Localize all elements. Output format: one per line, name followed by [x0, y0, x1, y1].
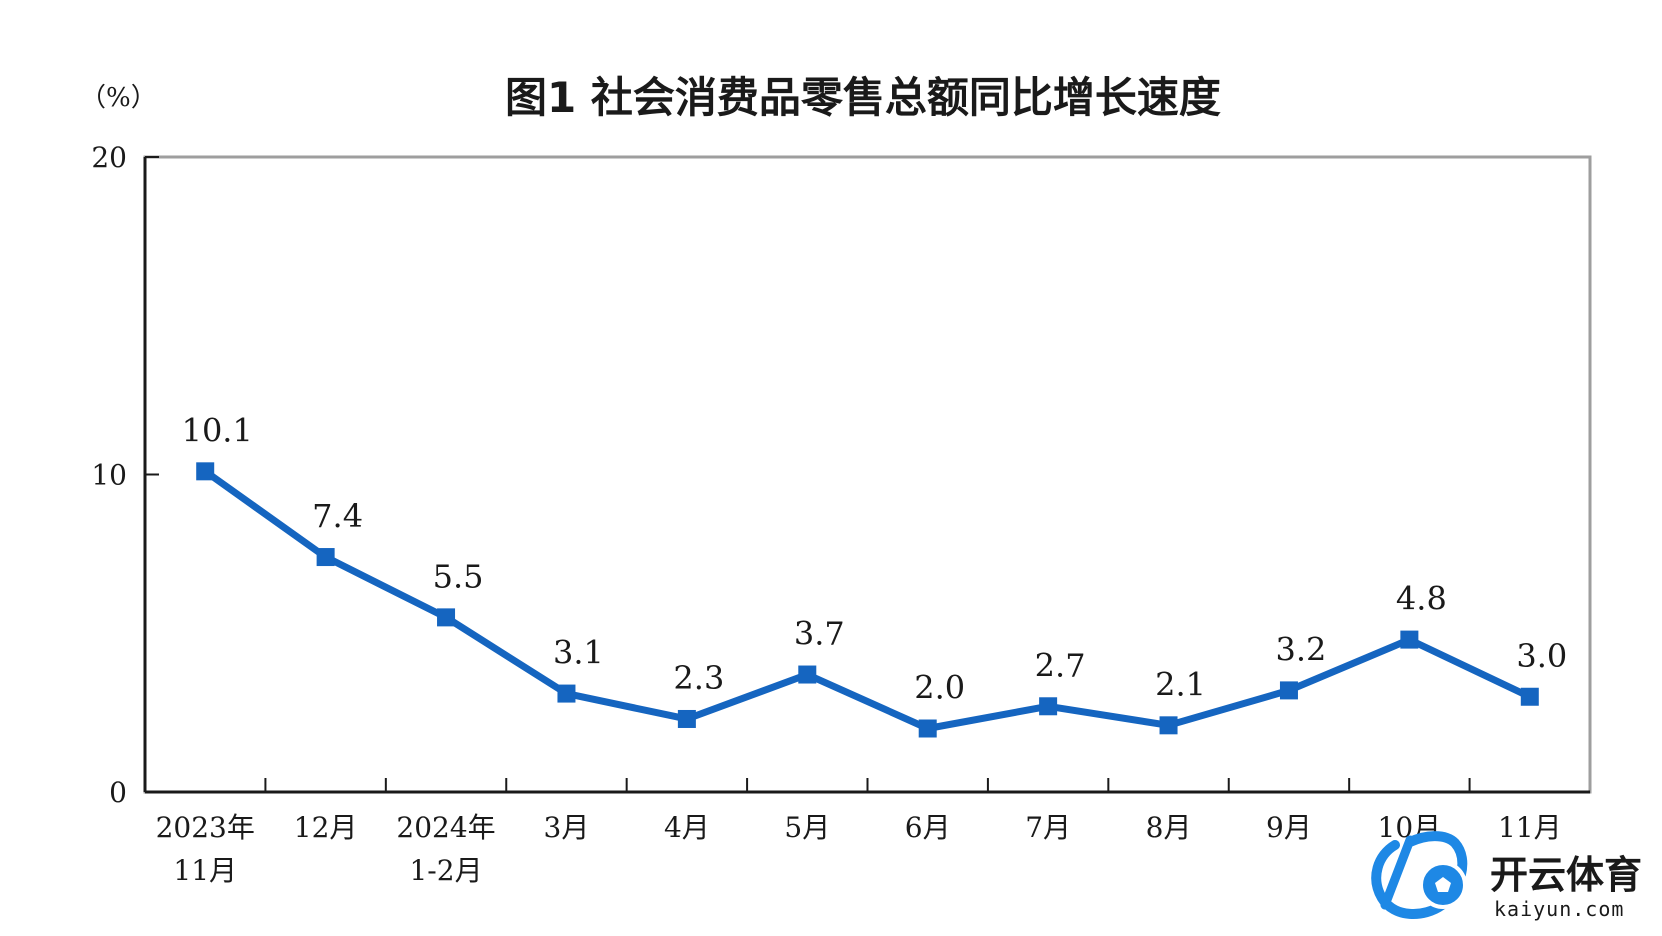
watermark-name: 开云体育 — [1490, 853, 1642, 897]
data-label: 2.3 — [673, 659, 724, 697]
data-label: 3.0 — [1516, 637, 1567, 675]
data-point — [196, 462, 215, 481]
watermark-url: kaiyun.com — [1494, 897, 1624, 921]
data-point — [1400, 630, 1419, 649]
series-line-group — [196, 462, 1539, 738]
data-point — [918, 719, 937, 738]
plot-area — [143, 155, 1592, 794]
data-point — [1039, 697, 1058, 716]
x-tick-label: 2023年 — [156, 811, 255, 844]
y-tick-label: 0 — [109, 776, 127, 809]
data-point — [1159, 716, 1178, 735]
data-label: 3.1 — [553, 634, 604, 672]
x-tick-label: 6月 — [905, 811, 951, 844]
x-tick-label: 3月 — [544, 811, 590, 844]
data-label: 3.7 — [794, 615, 845, 653]
y-tick-label: 10 — [91, 459, 127, 492]
data-label: 2.7 — [1035, 646, 1086, 684]
data-label: 4.8 — [1396, 580, 1447, 618]
chart-title: 图1 社会消费品零售总额同比增长速度 — [505, 73, 1221, 122]
data-label: 2.1 — [1155, 665, 1206, 703]
data-label: 10.1 — [182, 411, 253, 449]
data-point — [1279, 681, 1298, 700]
series-line — [201, 467, 1534, 732]
x-tick-label: 7月 — [1025, 811, 1071, 844]
data-point — [677, 709, 696, 728]
data-label: 3.2 — [1276, 630, 1327, 668]
x-tick-label: 5月 — [784, 811, 830, 844]
data-label: 2.0 — [914, 669, 965, 707]
y-tick-label: 20 — [91, 141, 127, 174]
data-labels: 10.1 7.4 5.5 3.1 2.3 3.7 2.0 2.7 2.1 3.2 4.8 3.0 — [182, 411, 1568, 706]
data-label: 5.5 — [433, 557, 484, 595]
data-label: 7.4 — [312, 497, 363, 535]
data-point — [1520, 687, 1539, 706]
watermark: 开云体育 kaiyun.com — [1371, 831, 1642, 921]
data-point — [557, 684, 576, 703]
x-tick-label: 1-2月 — [409, 854, 482, 887]
x-tick-label: 12月 — [294, 811, 358, 844]
data-point — [437, 608, 456, 627]
y-unit-label: （%） — [80, 83, 157, 113]
y-ticks: 0 10 20 — [91, 141, 159, 809]
x-tick-label: 4月 — [664, 811, 710, 844]
x-tick-label: 11月 — [1498, 811, 1562, 844]
x-tick-label: 11月 — [173, 854, 237, 887]
data-point — [316, 548, 335, 567]
x-tick-label: 2024年 — [396, 811, 495, 844]
x-ticks — [264, 778, 1471, 792]
watermark-logo-icon — [1371, 831, 1468, 919]
x-tick-label: 8月 — [1146, 811, 1192, 844]
plot-frame — [143, 155, 1592, 794]
data-point — [798, 665, 817, 684]
x-tick-label: 9月 — [1266, 811, 1312, 844]
